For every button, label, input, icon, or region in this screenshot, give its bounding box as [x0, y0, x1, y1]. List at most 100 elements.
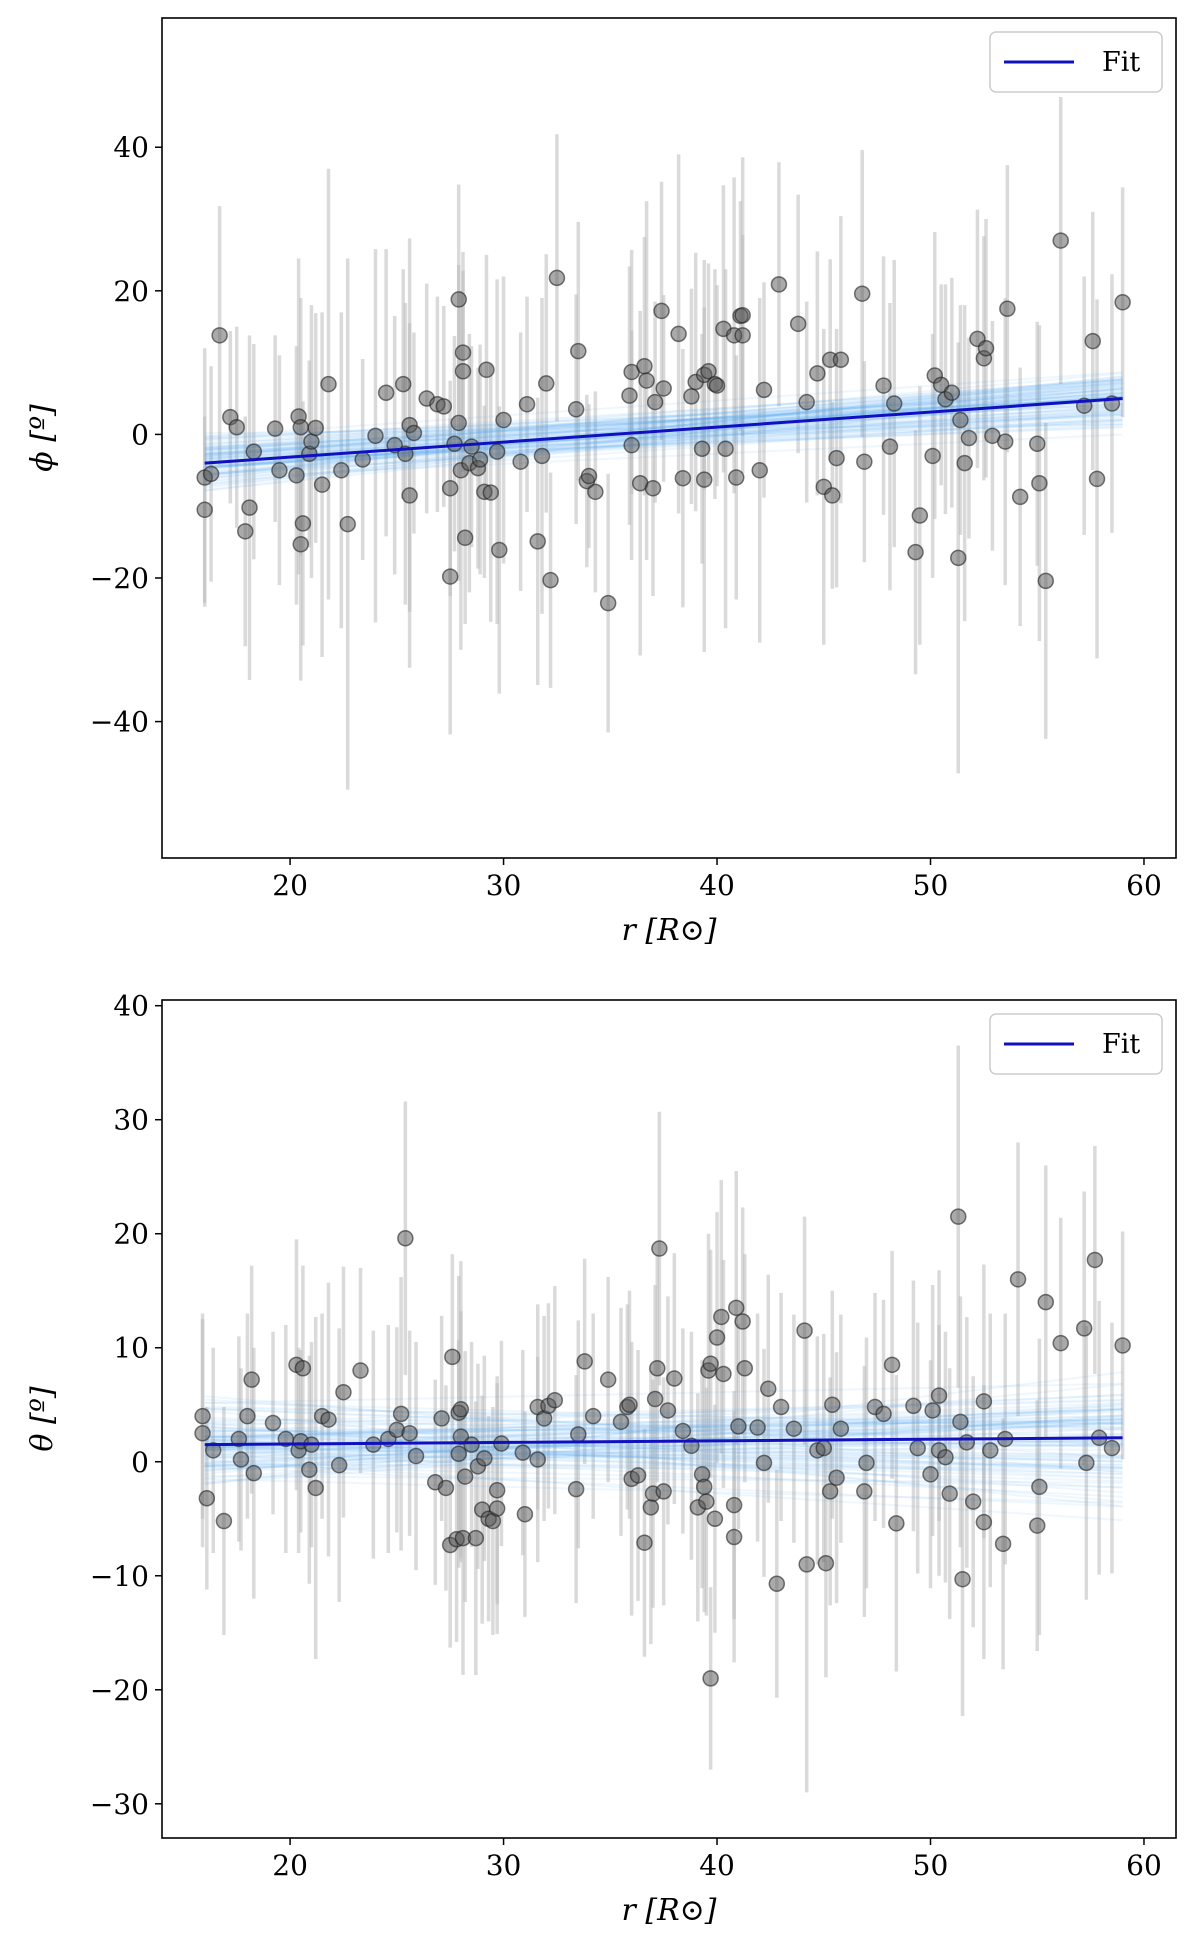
data-point — [708, 377, 726, 394]
y-tick-label: −20 — [90, 1674, 149, 1707]
posterior-sample-line — [204, 394, 1123, 439]
data-point — [772, 1398, 790, 1416]
data-point — [1031, 474, 1048, 492]
plot-frame — [161, 17, 1177, 859]
data-point — [785, 1420, 803, 1437]
data-point — [943, 384, 961, 402]
data-point — [798, 1556, 815, 1573]
posterior-sample-line — [204, 388, 1123, 453]
data-point — [266, 420, 284, 437]
posterior-sample-line — [204, 377, 1123, 449]
posterior-sample-line — [204, 372, 1123, 459]
data-point — [975, 1393, 993, 1410]
posterior-sample-line — [204, 1418, 1123, 1434]
data-point — [570, 342, 587, 360]
data-point — [394, 375, 412, 393]
data-point — [548, 269, 566, 287]
data-point — [695, 471, 713, 488]
posterior-sample-line — [204, 1408, 1123, 1442]
data-point — [330, 1456, 348, 1474]
data-point — [828, 449, 845, 467]
posterior-sample-line — [204, 1403, 1123, 1484]
data-point — [924, 447, 941, 465]
data-point — [339, 515, 356, 533]
posterior-sample-line — [204, 1407, 1123, 1449]
data-point — [760, 1380, 777, 1398]
data-point — [538, 375, 555, 392]
data-point — [727, 469, 745, 486]
posterior-sample-line — [204, 381, 1123, 452]
data-point — [911, 507, 929, 524]
posterior-sample-line — [204, 1438, 1123, 1489]
posterior-sample-line — [204, 397, 1123, 442]
x-axis-label: r [R⊙] — [621, 913, 716, 948]
data-point — [755, 1454, 773, 1472]
data-point — [194, 1407, 211, 1425]
posterior-sample-line — [204, 1420, 1123, 1472]
posterior-sample-line — [204, 1454, 1123, 1458]
data-point — [1052, 232, 1069, 249]
posterior-sample-line — [204, 1448, 1123, 1456]
data-point — [768, 1575, 786, 1592]
data-point — [924, 1402, 941, 1419]
posterior-sample-line — [204, 1414, 1123, 1449]
data-point — [488, 1500, 506, 1517]
fit-line — [204, 1436, 1123, 1447]
posterior-sample-line — [204, 1402, 1123, 1473]
data-point — [491, 541, 508, 559]
y-tick-label: 30 — [113, 1104, 149, 1137]
posterior-sample-line — [204, 1426, 1123, 1436]
x-tick-label: 40 — [699, 1849, 735, 1882]
data-point — [264, 1414, 282, 1432]
posterior-sample-line — [204, 1440, 1123, 1469]
posterior-sample-line — [204, 1413, 1123, 1485]
data-point — [659, 1402, 677, 1419]
data-point — [450, 414, 467, 432]
data-point — [367, 427, 384, 445]
data-point — [1028, 435, 1046, 452]
data-point — [909, 1439, 926, 1457]
data-point — [232, 1451, 250, 1468]
posterior-sample-line — [204, 1448, 1123, 1480]
data-point — [646, 1390, 664, 1408]
data-point — [941, 1485, 958, 1502]
posterior-sample-line — [204, 387, 1123, 486]
data-point — [670, 325, 687, 343]
data-point — [881, 438, 899, 455]
data-point — [454, 344, 472, 361]
data-point — [1103, 1439, 1121, 1457]
data-point — [288, 467, 305, 484]
plot-frame — [161, 999, 1177, 1839]
posterior-sample-line — [204, 1445, 1123, 1470]
posterior-sample-line — [204, 1437, 1123, 1460]
data-point — [853, 285, 871, 302]
data-point — [1086, 1251, 1104, 1269]
data-point — [952, 1413, 969, 1431]
data-point — [237, 523, 254, 540]
data-point — [294, 515, 312, 532]
data-point — [809, 365, 826, 382]
data-point — [832, 1420, 850, 1437]
data-point — [512, 453, 529, 470]
posterior-sample-line — [204, 371, 1123, 438]
data-point — [977, 340, 995, 357]
posterior-sample-line — [204, 387, 1123, 460]
posterior-sample-line — [204, 1466, 1123, 1471]
data-point — [292, 418, 310, 436]
posterior-sample-line — [204, 1418, 1123, 1438]
data-point — [401, 487, 418, 504]
posterior-sample-line — [204, 392, 1123, 451]
posterior-sample-line — [204, 1408, 1123, 1467]
data-point — [828, 1469, 845, 1486]
data-point — [313, 476, 331, 493]
data-point — [204, 1442, 222, 1459]
data-point — [734, 327, 751, 344]
legend: Fit — [989, 31, 1163, 93]
data-point — [333, 462, 350, 479]
posterior-sample-line — [204, 1448, 1123, 1498]
data-point — [570, 1426, 587, 1443]
y-tick-label: 20 — [113, 1218, 149, 1251]
data-point — [1052, 1334, 1069, 1352]
posterior-sample-line — [204, 1422, 1123, 1503]
y-tick-label: −10 — [90, 1560, 149, 1593]
